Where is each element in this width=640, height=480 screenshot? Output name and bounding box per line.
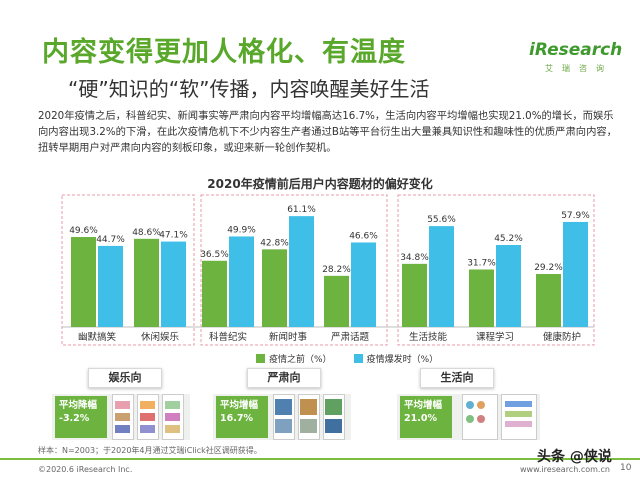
data-label: 44.7% <box>96 235 125 245</box>
panel-badge-life: 平均增幅 21.0% <box>400 396 452 438</box>
group-box-1 <box>61 194 195 346</box>
thumbs-serious <box>273 394 345 440</box>
category-label: 生活技能 <box>409 331 448 343</box>
data-label: 34.8% <box>400 253 429 263</box>
bar-before <box>402 263 427 327</box>
bar-after <box>429 226 454 327</box>
legend-swatch-after <box>353 354 363 363</box>
page-number: 10 <box>620 463 632 473</box>
logo-text: iResearch <box>529 40 623 60</box>
category-label: 严肃话题 <box>331 331 370 343</box>
screenshot-thumbnail <box>162 394 184 440</box>
badge-label: 平均降幅 <box>59 400 98 411</box>
bar-before <box>71 237 96 327</box>
screenshot-thumbnail <box>137 394 159 440</box>
data-label: 42.8% <box>260 238 289 248</box>
category-label: 科普纪实 <box>209 331 247 343</box>
screenshot-thumbnail <box>298 394 320 440</box>
category-label: 课程学习 <box>476 331 514 343</box>
bar-before <box>469 269 494 327</box>
bar-after <box>229 236 254 327</box>
data-label: 28.2% <box>322 265 351 275</box>
description-paragraph: 2020年疫情之后，科普纪实、新闻事实等严肃向内容平均增幅高达16.7%，生活向… <box>38 110 617 154</box>
category-label: 健康防护 <box>543 331 581 343</box>
panel-badge-serious: 平均增幅 16.7% <box>216 396 268 438</box>
bar-before <box>536 274 561 327</box>
bar-after <box>496 244 521 327</box>
screenshot-thumbnail <box>323 394 345 440</box>
bar-after <box>161 241 186 327</box>
legend-swatch-before <box>256 354 265 363</box>
bar-after <box>563 221 588 327</box>
watermark: 头条 @侠说 <box>537 449 612 465</box>
screenshot-thumbnail <box>501 394 537 440</box>
category-label: 休闲娱乐 <box>141 331 180 343</box>
iresearch-logo: iResearch 艾瑞咨询 <box>529 40 629 76</box>
bar-after <box>351 242 376 327</box>
bar-after <box>289 216 314 327</box>
bar-before <box>202 260 227 327</box>
page-title: 内容变得更加人格化、有温度 <box>42 37 406 68</box>
data-label: 55.6% <box>427 215 456 225</box>
data-label: 61.1% <box>287 205 316 215</box>
panel-tag-life: 生活向 <box>420 368 494 388</box>
screenshot-thumbnail <box>112 394 134 440</box>
panel-tag-entertainment: 娱乐向 <box>88 368 162 388</box>
bar-before <box>262 249 287 327</box>
thumbs-entertainment <box>112 394 184 440</box>
copyright: ©2020.6 iResearch Inc. <box>38 465 133 474</box>
legend-label-after: 疫情爆发时（%） <box>366 355 439 365</box>
thumbs-life <box>462 394 537 440</box>
legend-item-after: 疫情爆发时（%） <box>353 352 439 365</box>
legend-item-before: 疫情之前（%） <box>256 352 332 365</box>
footer-divider <box>0 458 640 460</box>
data-label: 29.2% <box>534 263 563 273</box>
panel-tag-serious: 严肃向 <box>247 368 321 388</box>
badge-label: 平均增幅 <box>404 400 443 411</box>
data-label: 31.7% <box>467 258 496 268</box>
group-box-3 <box>397 194 595 346</box>
badge-value: -3.2% <box>59 413 90 424</box>
legend-label-before: 疫情之前（%） <box>269 355 332 365</box>
group-box-2 <box>200 194 388 346</box>
chart-title: 2020年疫情前后用户内容题材的偏好变化 <box>207 177 433 191</box>
category-label: 幽默搞笑 <box>78 331 117 343</box>
footnote: 样本：N=2003；于2020年4月通过艾瑞iClick社区调研获得。 <box>38 446 262 455</box>
data-label: 57.9% <box>561 211 590 221</box>
category-label: 新闻时事 <box>269 331 308 343</box>
data-label: 47.1% <box>159 231 188 241</box>
bar-before <box>324 275 349 327</box>
data-label: 36.5% <box>200 250 229 260</box>
logo-cn-text: 艾瑞咨询 <box>545 64 613 73</box>
data-label: 48.6% <box>132 228 161 238</box>
data-label: 49.9% <box>227 225 256 235</box>
badge-value: 21.0% <box>404 413 437 424</box>
data-label: 45.2% <box>494 234 523 244</box>
data-label: 46.6% <box>349 231 378 241</box>
site-url: www.iresearch.com.cn <box>520 465 610 474</box>
screenshot-thumbnail <box>462 394 498 440</box>
badge-label: 平均增幅 <box>220 400 259 411</box>
badge-value: 16.7% <box>220 413 253 424</box>
page-subtitle: “硬”知识的“软”传播，内容唤醒美好生活 <box>68 77 430 101</box>
bar-before <box>134 238 159 327</box>
chart-legend: 疫情之前（%） 疫情爆发时（%） <box>256 352 460 365</box>
panel-badge-entertainment: 平均降幅 -3.2% <box>55 396 107 438</box>
data-label: 49.6% <box>69 226 98 236</box>
screenshot-thumbnail <box>273 394 295 440</box>
bar-after <box>98 245 123 327</box>
